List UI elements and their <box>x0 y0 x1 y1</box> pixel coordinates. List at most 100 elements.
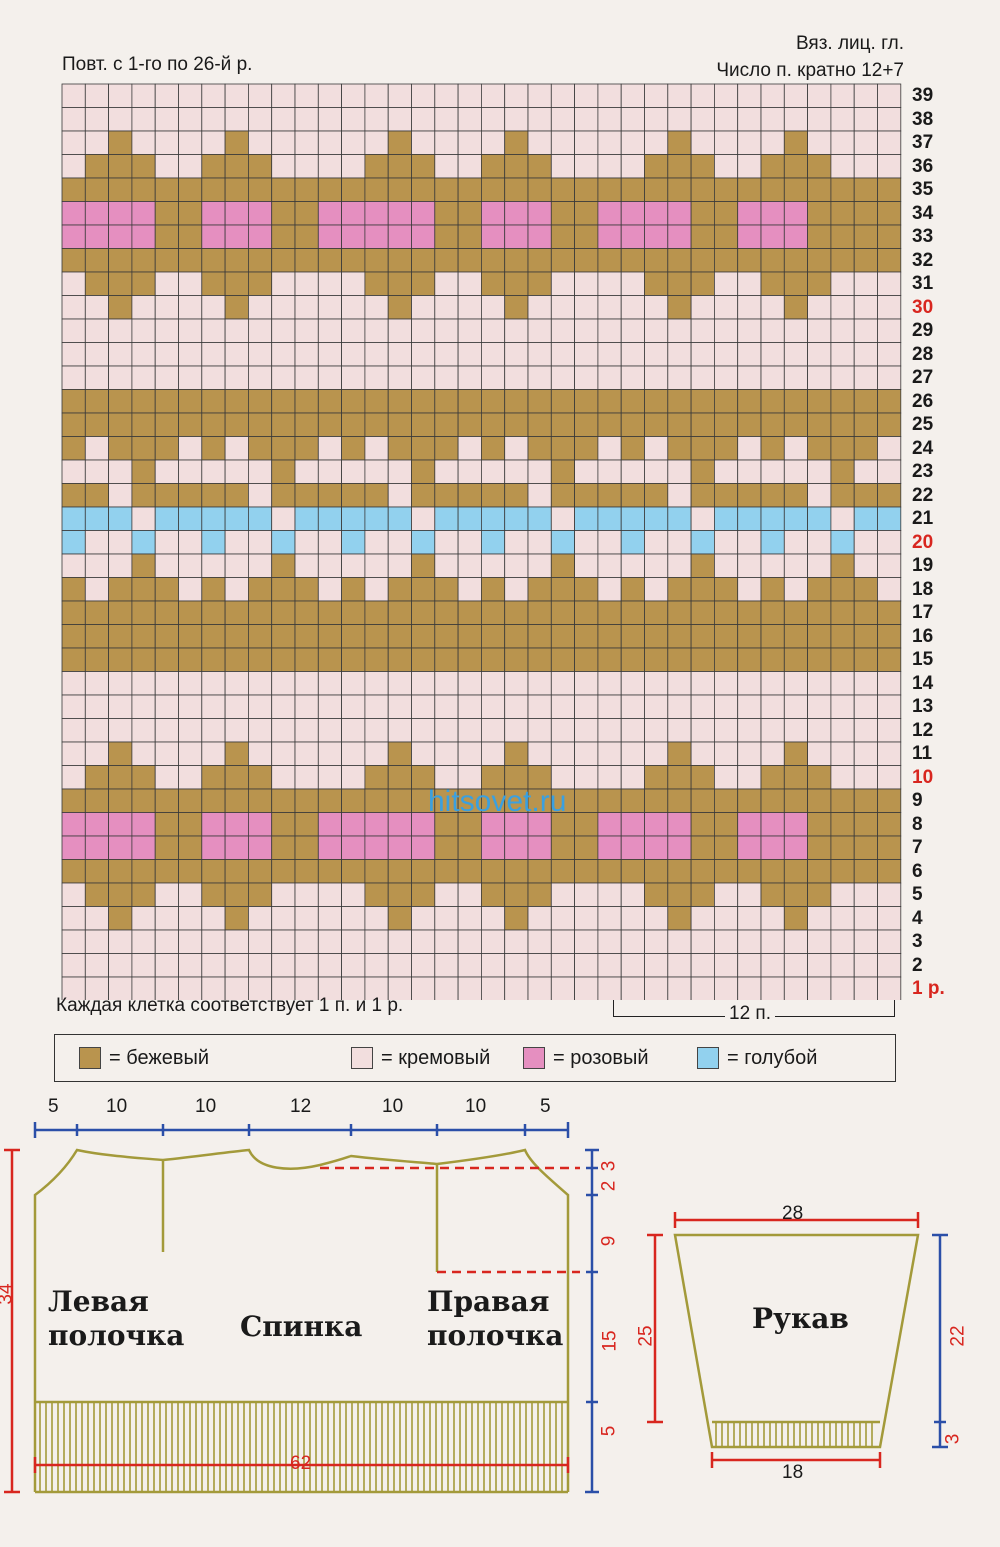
chart-cell <box>457 835 482 860</box>
chart-cell <box>620 201 645 226</box>
chart-cell <box>714 83 739 108</box>
chart-cell <box>644 389 669 414</box>
chart-cell <box>807 201 832 226</box>
chart-cell <box>317 177 342 202</box>
right-dim-15: 15 <box>599 1330 621 1352</box>
chart-cell <box>224 154 249 179</box>
chart-cell <box>131 671 156 696</box>
chart-cell <box>387 882 412 907</box>
chart-cell <box>597 906 622 931</box>
chart-cell <box>61 224 86 249</box>
chart-cell <box>201 577 226 602</box>
chart-cell <box>597 882 622 907</box>
chart-cell <box>84 671 110 696</box>
chart-cell <box>760 553 785 578</box>
chart-cell <box>620 318 645 343</box>
chart-cell <box>783 835 808 860</box>
chart-cell <box>61 506 86 531</box>
legend-item-cream: = кремовый <box>351 1047 549 1070</box>
chart-cell <box>154 177 179 202</box>
chart-cell <box>807 718 832 743</box>
chart-cell <box>457 318 482 343</box>
chart-cell <box>737 483 762 508</box>
chart-cell <box>131 530 156 555</box>
chart-cell <box>620 953 645 978</box>
swatch-blue-icon <box>697 1047 719 1069</box>
chart-cell <box>714 154 739 179</box>
chart-cell <box>597 459 622 484</box>
chart-cell <box>411 295 436 320</box>
chart-cell <box>830 483 855 508</box>
chart-cell <box>527 577 552 602</box>
chart-cell <box>807 647 832 672</box>
chart-cell <box>84 318 110 343</box>
chart-cell <box>877 295 902 320</box>
right-dim-9: 9 <box>598 1235 620 1247</box>
chart-cell <box>61 177 86 202</box>
top-dim-3: 10 <box>195 1096 217 1117</box>
chart-cell <box>411 976 436 1000</box>
chart-cell <box>504 976 529 1000</box>
chart-cell <box>178 436 203 461</box>
chart-cell <box>690 953 715 978</box>
chart-cell <box>434 107 459 132</box>
chart-cell <box>434 553 459 578</box>
chart-cell <box>807 318 832 343</box>
chart-cell <box>690 389 715 414</box>
left-height-line <box>4 1148 20 1494</box>
chart-cell <box>574 342 599 367</box>
chart-cell <box>830 412 855 437</box>
chart-cell <box>457 741 482 766</box>
chart-cell <box>61 459 86 484</box>
chart-cell <box>760 976 785 1000</box>
chart-cell <box>154 295 179 320</box>
chart-cell <box>294 436 319 461</box>
chart-cell <box>247 929 273 954</box>
chart-cell <box>387 929 412 954</box>
chart-cell <box>154 718 179 743</box>
chart-cell <box>84 177 110 202</box>
chart-cell <box>341 859 366 884</box>
chart-cell <box>84 812 110 837</box>
chart-cell <box>434 929 459 954</box>
chart-cell <box>294 154 319 179</box>
chart-cell <box>620 389 645 414</box>
chart-cell <box>644 130 669 155</box>
chart-cell <box>504 201 529 226</box>
chart-cell <box>411 953 436 978</box>
chart-cell <box>877 859 902 884</box>
chart-cell <box>783 154 808 179</box>
chart-cell <box>644 647 669 672</box>
chart-cell <box>178 812 203 837</box>
chart-cell <box>714 953 739 978</box>
chart-cell <box>457 412 482 437</box>
chart-cell <box>597 412 622 437</box>
chart-cell <box>247 318 273 343</box>
chart-cell <box>294 83 319 108</box>
chart-cell <box>737 271 762 296</box>
chart-cell <box>644 483 669 508</box>
chart-cell <box>294 389 319 414</box>
chart-cell <box>527 859 552 884</box>
chart-cell <box>224 953 249 978</box>
chart-cell <box>597 624 622 649</box>
chart-cell <box>480 295 506 320</box>
chart-cell <box>364 718 389 743</box>
chart-cell <box>783 130 808 155</box>
chart-cell <box>853 906 878 931</box>
chart-cell <box>201 412 226 437</box>
chart-cell <box>644 248 669 273</box>
chart-cell <box>178 365 203 390</box>
chart-cell <box>690 600 715 625</box>
chart-cell <box>434 506 459 531</box>
chart-cell <box>271 154 296 179</box>
chart-cell <box>224 107 249 132</box>
red-dashed-lines <box>320 1166 580 1274</box>
chart-cell <box>527 553 552 578</box>
chart-cell <box>574 224 599 249</box>
chart-cell <box>807 107 832 132</box>
chart-cell <box>61 553 86 578</box>
chart-cell <box>830 553 855 578</box>
chart-cell <box>667 929 692 954</box>
chart-cell <box>201 295 226 320</box>
